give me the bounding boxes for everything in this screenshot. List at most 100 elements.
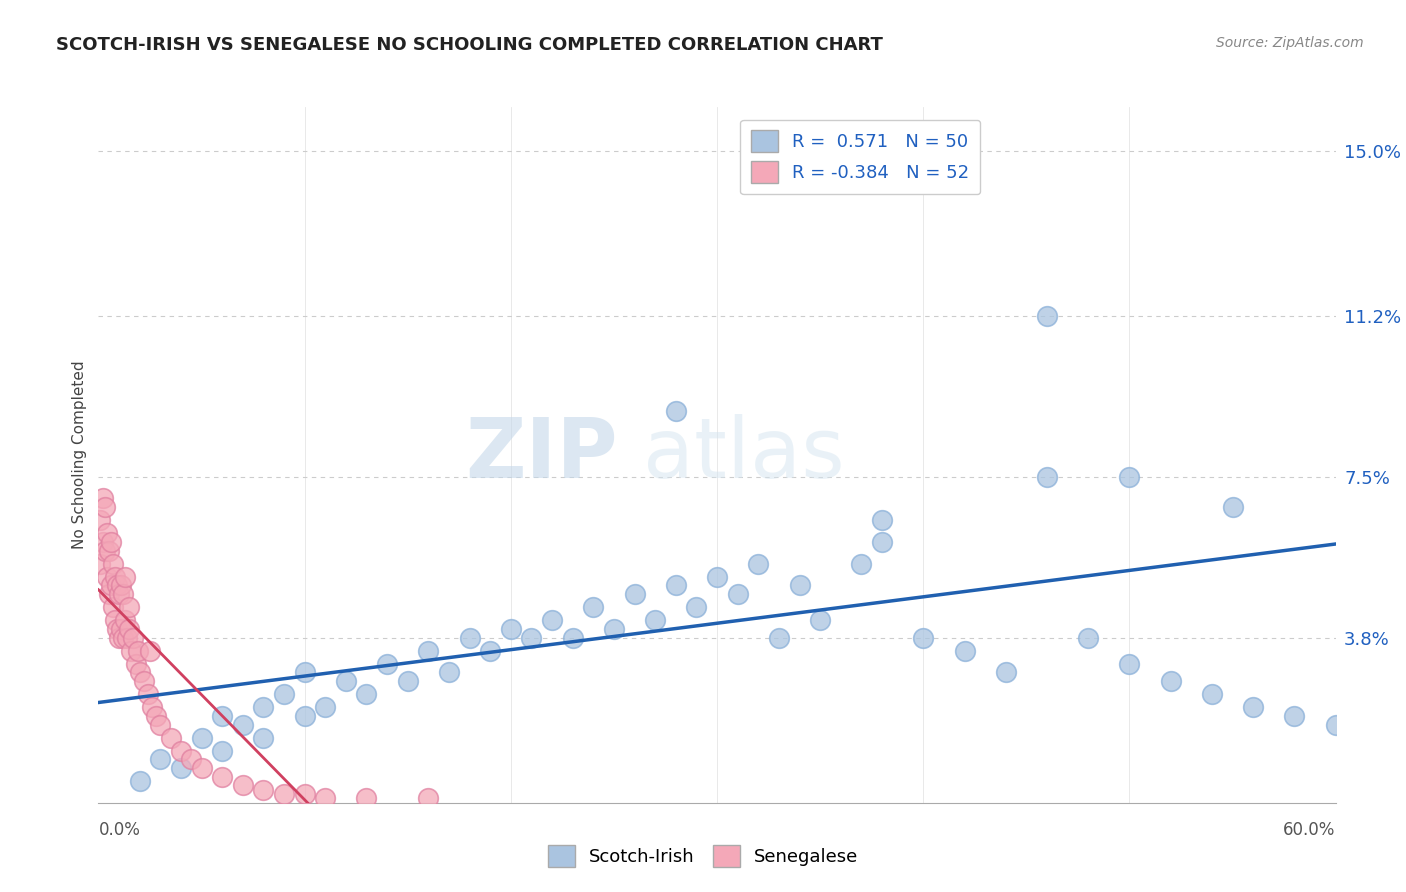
Point [100, 578, 122, 592]
Point [170, 744, 193, 758]
Point [912, 631, 935, 645]
Text: ZIP: ZIP [465, 415, 619, 495]
Point [128, 774, 150, 789]
Point [96, 570, 118, 584]
Point [122, 631, 145, 645]
Text: 60.0%: 60.0% [1284, 821, 1336, 838]
Point [603, 622, 626, 636]
Point [110, 622, 132, 636]
Point [232, 717, 254, 731]
Point [108, 587, 131, 601]
Point [644, 613, 666, 627]
Point [1036, 309, 1059, 323]
Point [114, 570, 136, 584]
Point [117, 631, 139, 645]
Point [273, 787, 295, 801]
Point [870, 513, 893, 527]
Point [252, 731, 274, 745]
Legend: Scotch-Irish, Senegalese: Scotch-Irish, Senegalese [540, 838, 866, 874]
Point [1077, 631, 1099, 645]
Point [105, 622, 128, 636]
Point [114, 613, 136, 627]
Point [128, 665, 150, 680]
Point [170, 761, 193, 775]
Legend: R =  0.571   N = 50, R = -0.384   N = 52: R = 0.571 N = 50, R = -0.384 N = 52 [740, 120, 980, 194]
Point [139, 643, 162, 657]
Point [93, 543, 115, 558]
Text: 0.0%: 0.0% [98, 821, 141, 838]
Point [870, 535, 893, 549]
Point [149, 752, 172, 766]
Point [112, 631, 135, 645]
Point [396, 674, 419, 689]
Point [1222, 500, 1244, 514]
Y-axis label: No Schooling Completed: No Schooling Completed [72, 360, 87, 549]
Point [768, 152, 790, 166]
Point [747, 557, 769, 571]
Point [104, 570, 127, 584]
Point [252, 782, 274, 797]
Point [623, 587, 645, 601]
Point [232, 778, 254, 792]
Point [104, 613, 127, 627]
Point [994, 665, 1017, 680]
Point [101, 557, 124, 571]
Point [375, 657, 398, 671]
Point [101, 600, 124, 615]
Point [582, 600, 605, 615]
Point [110, 578, 132, 592]
Point [294, 665, 316, 680]
Point [273, 687, 295, 701]
Point [252, 700, 274, 714]
Point [118, 600, 141, 615]
Point [149, 717, 172, 731]
Text: atlas: atlas [643, 415, 845, 495]
Point [93, 500, 115, 514]
Point [479, 643, 502, 657]
Point [211, 744, 233, 758]
Point [727, 587, 749, 601]
Point [180, 752, 202, 766]
Point [665, 404, 688, 418]
Point [145, 708, 167, 723]
Point [190, 731, 212, 745]
Point [1201, 687, 1223, 701]
Point [808, 613, 831, 627]
Point [1118, 657, 1140, 671]
Point [458, 631, 481, 645]
Point [953, 643, 976, 657]
Point [314, 791, 336, 805]
Point [132, 674, 155, 689]
Point [851, 557, 873, 571]
Point [91, 491, 114, 506]
Point [105, 578, 128, 592]
Point [211, 770, 233, 784]
Point [159, 731, 181, 745]
Point [665, 578, 688, 592]
Point [335, 674, 357, 689]
Point [89, 513, 111, 527]
Point [541, 613, 564, 627]
Point [356, 791, 378, 805]
Point [418, 791, 440, 805]
Point [706, 570, 728, 584]
Point [91, 535, 114, 549]
Point [118, 622, 141, 636]
Point [499, 622, 522, 636]
Text: SCOTCH-IRISH VS SENEGALESE NO SCHOOLING COMPLETED CORRELATION CHART: SCOTCH-IRISH VS SENEGALESE NO SCHOOLING … [56, 36, 883, 54]
Point [1324, 717, 1347, 731]
Point [1284, 708, 1306, 723]
Point [97, 587, 120, 601]
Point [97, 543, 120, 558]
Point [89, 557, 111, 571]
Point [141, 700, 163, 714]
Point [1036, 469, 1059, 483]
Point [437, 665, 460, 680]
Text: Source: ZipAtlas.com: Source: ZipAtlas.com [1216, 36, 1364, 50]
Point [112, 587, 135, 601]
Point [685, 600, 707, 615]
Point [96, 526, 118, 541]
Point [100, 535, 122, 549]
Point [1160, 674, 1182, 689]
Point [136, 687, 159, 701]
